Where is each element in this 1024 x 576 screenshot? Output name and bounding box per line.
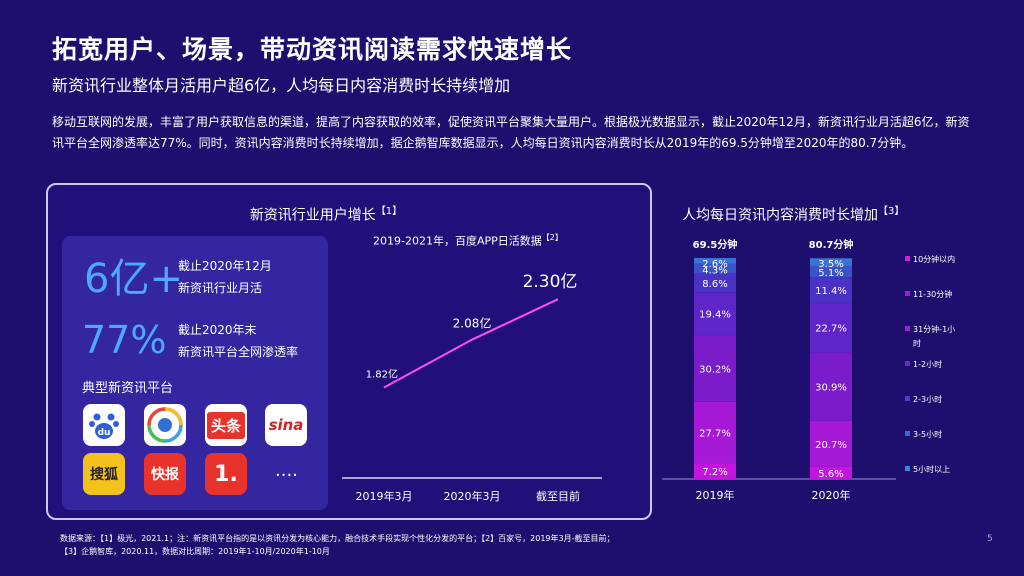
line-data-label: 1.82亿 (366, 368, 398, 381)
legend-swatch (905, 361, 910, 366)
kuaibao-icon: 快报 (151, 467, 179, 483)
bar-segment-label: 5.6% (818, 469, 843, 480)
bar-segment (694, 463, 736, 479)
toutiao-app-icon: 头条 (205, 404, 247, 446)
footnote-line1: 数据来源：【1】极光，2021.1；注：新资讯平台指的是以资讯分发为核心能力，融… (60, 534, 615, 543)
footnote: 数据来源：【1】极光，2021.1；注：新资讯平台指的是以资讯分发为核心能力，融… (60, 532, 615, 558)
user-growth-title-text: 新资讯行业用户增长 (249, 207, 376, 224)
bar-segment (694, 335, 736, 402)
bar-segment-label: 3.5% (818, 259, 843, 270)
mau-stat-label-line2: 新资讯行业月活 (178, 281, 263, 295)
legend-label: 11-30分钟 (913, 289, 952, 299)
legend-label-cont: 时 (913, 338, 921, 348)
legend-label: 3-5小时 (913, 429, 942, 439)
bar-segment-label: 30.2% (699, 365, 731, 376)
legend-label: 31分钟-1小 (913, 324, 955, 334)
penetration-stat-label-line2: 新资讯平台全网渗透率 (178, 345, 299, 359)
sina-app-icon: sina (265, 404, 307, 446)
sohu-icon: 搜狐 (90, 467, 118, 483)
legend-label: 2-3小时 (913, 394, 942, 404)
bar-segment (810, 420, 852, 467)
bar-segment-label: 4.3% (702, 266, 727, 277)
tencent-news-app-icon (144, 404, 186, 446)
penetration-stat-value: 77% (82, 318, 167, 362)
consumption-time-title: 人均每日资讯内容消费时长增加【3】 (682, 202, 904, 225)
bar-segment (810, 302, 852, 353)
bar-segment (810, 258, 852, 266)
legend-label: 1-2小时 (913, 359, 942, 369)
svg-text:du: du (98, 428, 111, 438)
consumption-time-title-ref: 【3】 (878, 206, 905, 217)
line-data-label: 2.08亿 (453, 316, 492, 331)
penetration-stat-label: 截止2020年末 新资讯平台全网渗透率 (178, 319, 298, 363)
bar-segment (694, 258, 736, 264)
bar-segment-label: 30.9% (815, 383, 847, 394)
legend-label: 10分钟以内 (913, 254, 955, 264)
legend-swatch (905, 466, 910, 471)
bar-segment (810, 352, 852, 421)
user-growth-title-ref: 【1】 (375, 206, 403, 217)
sohu-app-icon: 搜狐 (83, 453, 125, 495)
legend-swatch (905, 256, 910, 261)
platforms-title: 典型新资讯平台 (82, 381, 174, 396)
baidu-app-icon: du (83, 404, 125, 446)
line-x-tick-label: 截至目前 (536, 489, 580, 503)
intro-paragraph: 移动互联网的发展，丰富了用户获取信息的渠道，提高了内容获取的效率，促使资讯平台聚… (52, 115, 970, 150)
bar-segment-label: 8.6% (702, 279, 727, 290)
bar-segment (810, 466, 852, 479)
line-x-tick-label: 2020年3月 (444, 489, 501, 503)
bar-segment-label: 19.4% (699, 310, 731, 321)
legend-swatch (905, 431, 910, 436)
bar-segment (694, 401, 736, 464)
bar-total-label: 80.7分钟 (809, 238, 854, 251)
user-growth-title: 新资讯行业用户增长【1】 (0, 202, 652, 225)
line-chart-subtitle-ref: 【2】 (541, 233, 563, 242)
yidian-icon: 1. (214, 461, 238, 487)
bar-x-tick-label: 2019年 (696, 488, 735, 502)
more-platforms-ellipsis: .... (275, 460, 298, 481)
bar-segment-label: 2.6% (702, 259, 727, 270)
line-x-tick-label: 2019年3月 (356, 489, 413, 503)
kuaibao-app-icon: 快报 (144, 453, 186, 495)
legend-swatch (905, 291, 910, 296)
sina-icon: sina (268, 416, 304, 434)
line-chart-subtitle: 2019-2021年，百度APP日活数据【2】 (373, 232, 563, 249)
consumption-time-stacked-bar-chart: 7.2% 27.7% 30.2% 19.4% 8.6% 4.3%2.6% 69.5分钟 201… (662, 238, 955, 502)
footnote-line2: 【3】企鹅智库，2020.11，数据对比周期：2019年1-10月/2020年1… (60, 547, 330, 556)
bar-segment-label: 11.4% (815, 286, 847, 297)
bar-segment (810, 277, 852, 303)
bar-segment (810, 265, 852, 278)
bar-segment-label: 22.7% (815, 324, 847, 335)
bar-segment-label: 7.2% (702, 467, 727, 478)
bar-segment (694, 263, 736, 274)
page-subtitle: 新资讯行业整体月活用户超6亿，人均每日内容消费时长持续增加 (52, 76, 511, 95)
bar-segment-label: 20.7% (815, 440, 847, 451)
line-data-label: 2.30亿 (523, 272, 578, 292)
page-number: 5 (987, 534, 993, 544)
yidian-app-icon: 1. (205, 453, 247, 495)
legend-label: 5小时以上 (913, 464, 950, 474)
line-series (383, 298, 559, 389)
consumption-time-title-text: 人均每日资讯内容消费时长增加 (682, 207, 878, 224)
tencent-news-icon (147, 407, 183, 443)
bar-x-tick-label: 2020年 (812, 488, 851, 502)
mau-stat-value: 6亿+ (84, 256, 183, 302)
mau-stat-label-line1: 截止2020年12月 (178, 259, 272, 273)
bar-total-label: 69.5分钟 (693, 238, 738, 251)
bar-segment-label: 5.1% (818, 268, 843, 279)
legend-swatch (905, 326, 910, 331)
line-chart-subtitle-text: 2019-2021年，百度APP日活数据 (373, 234, 542, 248)
page-title: 拓宽用户、场景，带动资讯阅读需求快速增长 (52, 35, 573, 64)
bar-segment (694, 292, 736, 336)
bar-segment (694, 273, 736, 293)
baidu-paw-icon: du (89, 413, 119, 439)
legend-swatch (905, 396, 910, 401)
penetration-stat-label-line1: 截止2020年末 (178, 323, 257, 337)
bar-segment-label: 27.7% (699, 428, 731, 439)
mau-stat-label: 截止2020年12月 新资讯行业月活 (178, 255, 272, 299)
toutiao-icon: 头条 (206, 411, 245, 439)
